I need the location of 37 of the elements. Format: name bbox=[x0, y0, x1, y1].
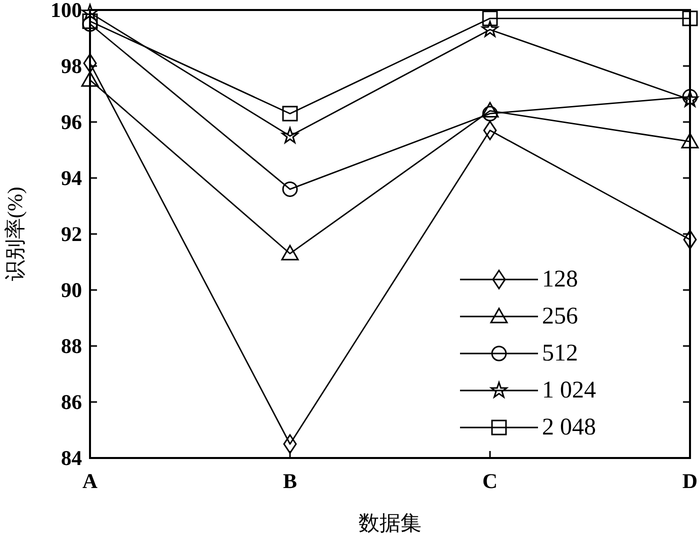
point bbox=[81, 71, 99, 87]
point bbox=[82, 13, 98, 29]
y-tick-label: 100 bbox=[50, 0, 82, 22]
y-tick-label: 84 bbox=[61, 446, 82, 470]
y-tick-label: 98 bbox=[61, 54, 82, 78]
point bbox=[481, 102, 499, 118]
point bbox=[482, 20, 498, 37]
point bbox=[282, 181, 298, 197]
x-tick-label: B bbox=[282, 469, 298, 493]
point bbox=[682, 10, 698, 26]
x-tick-label: D bbox=[682, 469, 698, 493]
legend-label: 2 048 bbox=[542, 414, 596, 440]
legend-label: 128 bbox=[542, 266, 578, 292]
y-tick-label: 86 bbox=[61, 390, 82, 414]
legend-label: 512 bbox=[542, 340, 578, 366]
y-tick-label: 96 bbox=[61, 110, 82, 134]
point bbox=[282, 106, 298, 122]
point bbox=[83, 53, 97, 73]
point bbox=[82, 4, 98, 20]
point bbox=[281, 244, 299, 260]
x-tick-label: C bbox=[482, 469, 498, 493]
x-tick-label: A bbox=[82, 469, 98, 493]
point bbox=[282, 127, 298, 144]
y-tick-label: 88 bbox=[61, 334, 82, 358]
point bbox=[482, 106, 498, 122]
x-axis-title: 数据集 bbox=[358, 511, 422, 535]
y-tick-label: 90 bbox=[61, 278, 82, 302]
y-tick-label: 94 bbox=[61, 166, 82, 190]
y-axis-title: 识别率(%) bbox=[3, 186, 27, 282]
legend-label: 1 024 bbox=[542, 378, 596, 404]
point bbox=[483, 120, 497, 140]
legend-label: 256 bbox=[542, 304, 578, 330]
point bbox=[683, 230, 697, 250]
y-tick-label: 92 bbox=[61, 222, 82, 246]
point bbox=[482, 10, 498, 26]
point bbox=[681, 132, 699, 148]
point bbox=[283, 434, 297, 454]
